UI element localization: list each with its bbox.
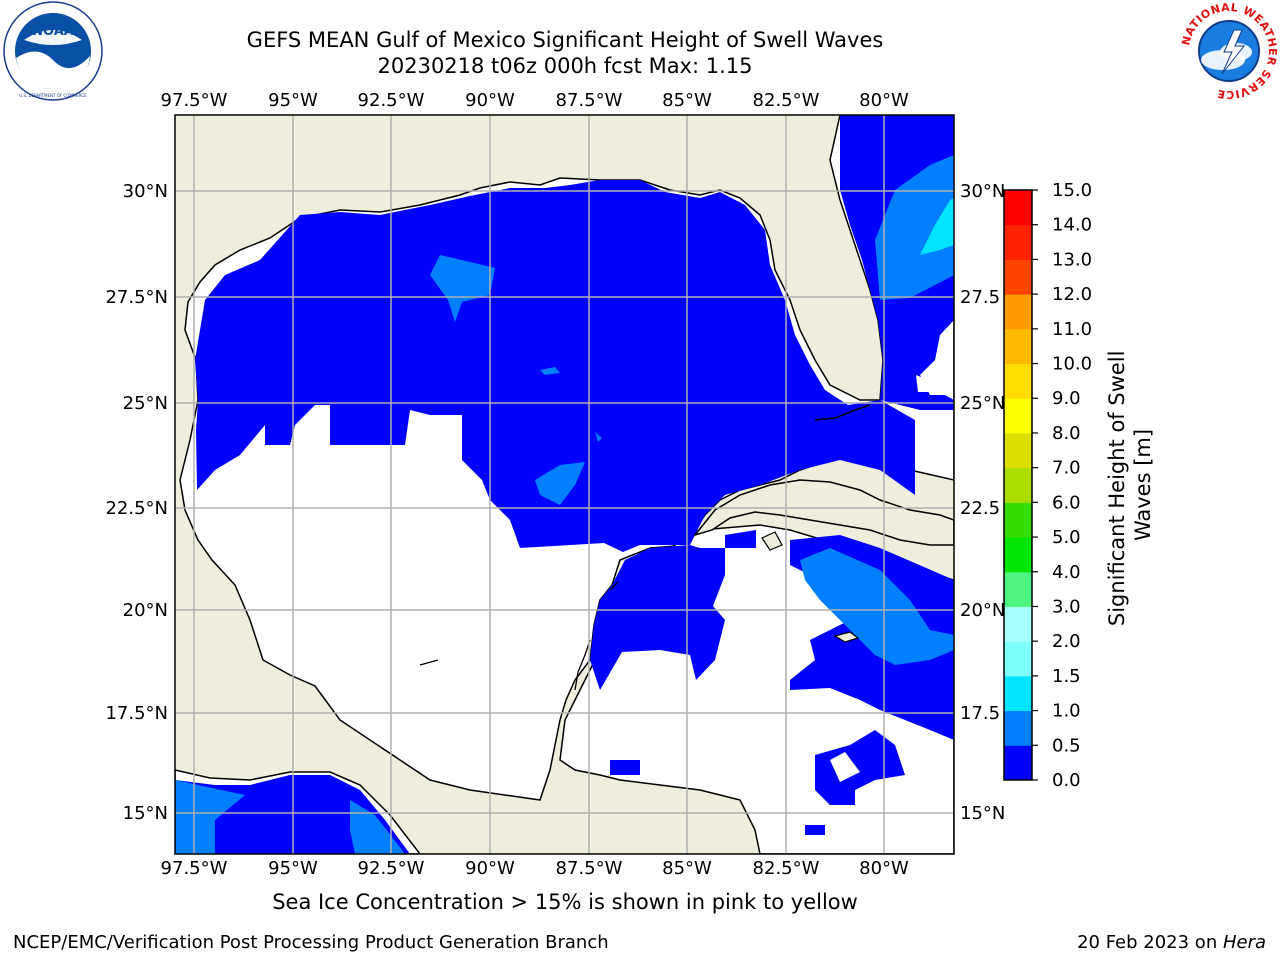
lon-label-bottom: 85°W bbox=[662, 858, 712, 879]
map-frame bbox=[174, 114, 955, 855]
lon-label-top: 92.5°W bbox=[358, 90, 425, 111]
lat-labels-right: 30°N 27.5 25°N 22.5 20°N 17.5 15°N bbox=[960, 181, 1005, 824]
lat-label-left: 27.5°N bbox=[105, 287, 168, 308]
colorbar-tick-label: 14.0 bbox=[1052, 215, 1092, 236]
yucatan-coast bbox=[419, 581, 619, 691]
lon-label-top: 85°W bbox=[662, 90, 712, 111]
colorbar-segment bbox=[1004, 745, 1032, 781]
colorbar-tick-label: 0.0 bbox=[1052, 770, 1081, 791]
map-subtitle-forecast: 20230218 t06z 000h fcst Max: 1.15 bbox=[377, 54, 753, 78]
colorbar-segment bbox=[1004, 537, 1032, 573]
colorbar-segment bbox=[1004, 675, 1032, 712]
colorbar-tick-label: 12.0 bbox=[1052, 284, 1092, 305]
lon-label-top: 97.5°W bbox=[161, 90, 228, 111]
florida-keys bbox=[814, 404, 871, 421]
lon-label-top: 95°W bbox=[268, 90, 318, 111]
colorbar-tick-label: 7.0 bbox=[1052, 458, 1081, 479]
colorbar-segment bbox=[1004, 502, 1032, 538]
colorbar-segment bbox=[1004, 363, 1032, 399]
colorbar-label-line2: Waves [m] bbox=[1131, 429, 1155, 541]
footer-credit: NCEP/EMC/Verification Post Processing Pr… bbox=[13, 932, 609, 953]
jamaica-land bbox=[833, 631, 860, 643]
colorbar-segment bbox=[1004, 710, 1032, 746]
lon-label-top: 82.5°W bbox=[753, 90, 820, 111]
colorbar-tick-label: 9.0 bbox=[1052, 388, 1081, 409]
sea-ice-note: Sea Ice Concentration > 15% is shown in … bbox=[272, 890, 858, 914]
colorbar-tick-label: 0.5 bbox=[1052, 735, 1081, 756]
lat-label-right: 25°N bbox=[960, 393, 1005, 414]
lat-label-left: 22.5°N bbox=[105, 498, 168, 519]
colorbar-tick-label: 10.0 bbox=[1052, 354, 1092, 375]
colorbar-label: Significant Height of Swell Waves [m] bbox=[1105, 344, 1155, 626]
colorbar-tick-label: 13.0 bbox=[1052, 249, 1092, 270]
lon-label-top: 90°W bbox=[465, 90, 515, 111]
colorbar-tick-label: 1.5 bbox=[1052, 666, 1081, 687]
footer-date-text: 20 Feb 2023 on bbox=[1077, 932, 1223, 953]
colorbar-tick-label: 4.0 bbox=[1052, 562, 1081, 583]
lon-label-top: 80°W bbox=[859, 90, 909, 111]
lon-label-bottom: 92.5°W bbox=[358, 858, 425, 879]
colorbar-segment bbox=[1004, 467, 1032, 503]
lat-label-right: 30°N bbox=[960, 181, 1005, 202]
noaa-logo-text: NOAA bbox=[32, 24, 74, 39]
noaa-logo-icon: NOAA U.S. DEPARTMENT OF COMMERCE bbox=[3, 1, 103, 101]
colorbar-segment bbox=[1004, 571, 1032, 607]
swell-contours-1.0-1.5 bbox=[920, 198, 954, 255]
svg-text:U.S. DEPARTMENT OF COMMERCE: U.S. DEPARTMENT OF COMMERCE bbox=[19, 93, 87, 98]
colorbar-segment bbox=[1004, 398, 1032, 434]
swell-contour-gaps bbox=[830, 375, 930, 782]
colorbar-ticks: 0.0 0.5 1.0 1.5 2.0 3.0 4.0 5.0 6.0 7.0 8.0 9.0 10.0… bbox=[1032, 180, 1092, 791]
lat-labels-left: 30°N 27.5°N 25°N 22.5°N 20°N 17.5°N 15°N bbox=[105, 181, 168, 824]
nws-logo-icon: NATIONAL WEATHER SERVICE bbox=[1179, 1, 1278, 101]
colorbar-tick-label: 5.0 bbox=[1052, 527, 1081, 548]
footer-host: Hera bbox=[1222, 932, 1266, 953]
colorbar-tick-label: 11.0 bbox=[1052, 319, 1092, 340]
lat-label-left: 17.5°N bbox=[105, 703, 168, 724]
colorbar-tick-label: 3.0 bbox=[1052, 596, 1081, 617]
lat-label-right: 20°N bbox=[960, 600, 1005, 621]
lon-labels-top: 97.5°W 95°W 92.5°W 90°W 87.5°W 85°W 82.5… bbox=[161, 90, 909, 111]
colorbar-segment bbox=[1004, 432, 1032, 469]
colorbar-segment bbox=[1004, 259, 1032, 295]
map-gridlines bbox=[175, 115, 954, 854]
lon-label-bottom: 97.5°W bbox=[161, 858, 228, 879]
lat-label-right: 27.5 bbox=[960, 287, 1000, 308]
colorbar-tick-label: 1.0 bbox=[1052, 701, 1081, 722]
lon-label-top: 87.5°W bbox=[556, 90, 623, 111]
colorbar-segment bbox=[1004, 294, 1032, 330]
colorbar-tick-label: 15.0 bbox=[1052, 180, 1092, 201]
lat-label-left: 20°N bbox=[123, 600, 168, 621]
colorbar-tick-label: 6.0 bbox=[1052, 492, 1081, 513]
colorbar-segment bbox=[1004, 641, 1032, 677]
cuba-land bbox=[692, 479, 954, 546]
colorbar-segment bbox=[1004, 190, 1032, 226]
footer-date: 20 Feb 2023 on Hera bbox=[1077, 932, 1266, 953]
lat-label-left: 25°N bbox=[123, 393, 168, 414]
lon-label-bottom: 87.5°W bbox=[556, 858, 623, 879]
colorbar-label-line1: Significant Height of Swell bbox=[1105, 351, 1129, 627]
lon-label-bottom: 95°W bbox=[268, 858, 318, 879]
colorbar-tick-label: 8.0 bbox=[1052, 423, 1081, 444]
colorbar-frame bbox=[1003, 189, 1033, 781]
colorbar-segment bbox=[1004, 606, 1032, 642]
lat-label-left: 30°N bbox=[123, 181, 168, 202]
colorbar-tick-label: 2.0 bbox=[1052, 631, 1081, 652]
colorbar-segment bbox=[1004, 224, 1032, 260]
lon-labels-bottom: 97.5°W 95°W 92.5°W 90°W 87.5°W 85°W 82.5… bbox=[161, 858, 909, 879]
lat-label-right: 17.5 bbox=[960, 703, 1000, 724]
lat-label-left: 15°N bbox=[123, 803, 168, 824]
lon-label-bottom: 80°W bbox=[859, 858, 909, 879]
map-title: GEFS MEAN Gulf of Mexico Significant Hei… bbox=[246, 28, 884, 52]
isle-of-youth-land bbox=[761, 531, 783, 551]
lon-label-bottom: 90°W bbox=[465, 858, 515, 879]
lon-label-bottom: 82.5°W bbox=[753, 858, 820, 879]
colorbar-segment bbox=[1004, 328, 1032, 365]
lat-label-right: 22.5 bbox=[960, 498, 1000, 519]
lat-label-right: 15°N bbox=[960, 803, 1005, 824]
colorbar bbox=[1003, 189, 1033, 781]
